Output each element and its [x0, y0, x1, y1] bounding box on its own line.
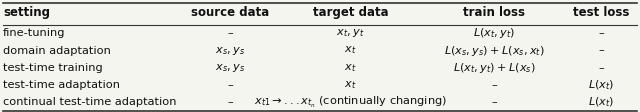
Text: domain adaptation: domain adaptation: [3, 45, 111, 56]
Text: $L(x_s, y_s)+L(x_s, x_t)$: $L(x_s, y_s)+L(x_s, x_t)$: [444, 43, 545, 57]
Text: –: –: [492, 97, 497, 107]
Text: $L(x_t)$: $L(x_t)$: [588, 95, 615, 109]
Text: $L(x_t)$: $L(x_t)$: [588, 78, 615, 92]
Text: test loss: test loss: [573, 6, 630, 19]
Text: $x_{t1} \rightarrow ...x_{t_n}$ (continually changing): $x_{t1} \rightarrow ...x_{t_n}$ (continu…: [254, 95, 447, 110]
Text: fine-tuning: fine-tuning: [3, 28, 66, 38]
Text: setting: setting: [3, 6, 50, 19]
Text: test-time training: test-time training: [3, 63, 103, 73]
Text: –: –: [228, 80, 233, 90]
Text: –: –: [599, 28, 604, 38]
Text: $x_s, y_s$: $x_s, y_s$: [216, 62, 245, 74]
Text: train loss: train loss: [463, 6, 525, 19]
Text: $x_t$: $x_t$: [344, 79, 356, 91]
Text: $L(x_t, y_t)$: $L(x_t, y_t)$: [473, 26, 516, 40]
Text: –: –: [599, 45, 604, 56]
Text: $L(x_t, y_t)+L(x_s)$: $L(x_t, y_t)+L(x_s)$: [453, 61, 536, 75]
Text: target data: target data: [312, 6, 388, 19]
Text: –: –: [599, 63, 604, 73]
Text: test-time adaptation: test-time adaptation: [3, 80, 120, 90]
Text: –: –: [228, 97, 233, 107]
Text: $x_t, y_t$: $x_t, y_t$: [336, 27, 365, 39]
Text: –: –: [492, 80, 497, 90]
Text: continual test-time adaptation: continual test-time adaptation: [3, 97, 177, 107]
Text: $x_t$: $x_t$: [344, 45, 356, 56]
Text: $x_s, y_s$: $x_s, y_s$: [216, 44, 245, 57]
Text: source data: source data: [191, 6, 269, 19]
Text: –: –: [228, 28, 233, 38]
Text: $x_t$: $x_t$: [344, 62, 356, 74]
